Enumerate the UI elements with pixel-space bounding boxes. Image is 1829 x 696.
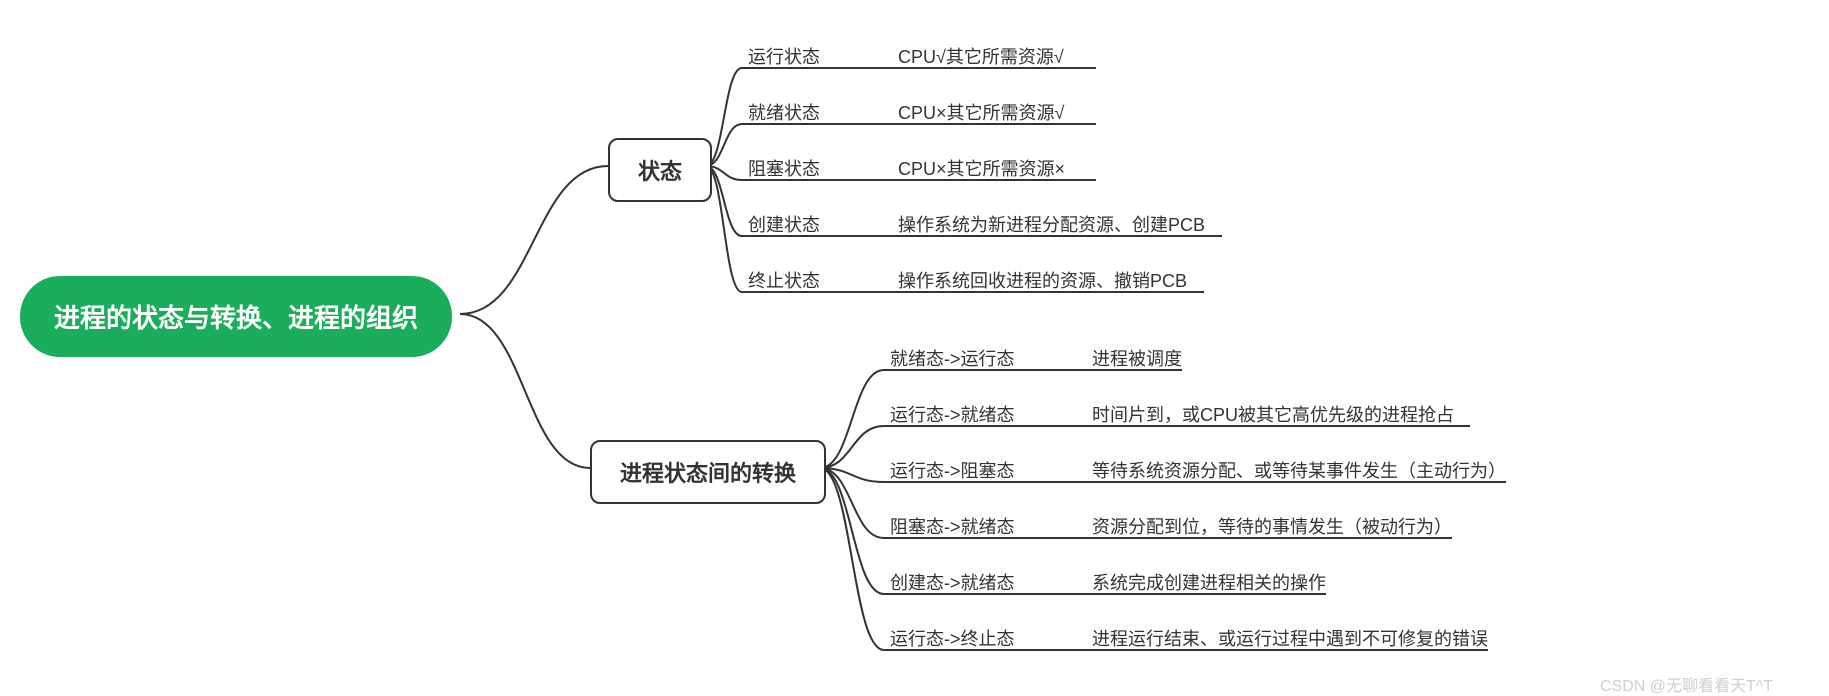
leaf-label: 运行态->终止态 <box>890 625 1015 651</box>
leaf-label: 创建态->就绪态 <box>890 569 1015 595</box>
watermark-text: CSDN @无聊看看天T^T <box>1600 678 1773 695</box>
leaf-detail: CPU×其它所需资源× <box>898 155 1065 181</box>
leaf-label: 阻塞状态 <box>748 155 820 181</box>
root-label: 进程的状态与转换、进程的组织 <box>54 303 418 333</box>
leaf-label: 终止状态 <box>748 267 820 293</box>
leaf-detail: 时间片到，或CPU被其它高优先级的进程抢占 <box>1092 401 1454 427</box>
leaf-detail: CPU√其它所需资源√ <box>898 43 1064 69</box>
leaf-label: 阻塞态->就绪态 <box>890 513 1015 539</box>
leaf-label: 运行状态 <box>748 43 820 69</box>
leaf-detail: 进程运行结束、或运行过程中遇到不可修复的错误 <box>1092 625 1488 651</box>
leaf-label: 运行态->就绪态 <box>890 401 1015 427</box>
leaf-detail: 操作系统为新进程分配资源、创建PCB <box>898 211 1205 237</box>
leaf-detail: 操作系统回收进程的资源、撤销PCB <box>898 267 1187 293</box>
leaf-detail: 等待系统资源分配、或等待某事件发生（主动行为） <box>1092 457 1506 483</box>
branch-node-b1: 状态 <box>608 138 712 202</box>
watermark: CSDN @无聊看看天T^T <box>1600 672 1773 696</box>
leaf-label: 就绪状态 <box>748 99 820 125</box>
branch-label: 状态 <box>638 159 682 184</box>
leaf-detail: 系统完成创建进程相关的操作 <box>1092 569 1326 595</box>
leaf-detail: 资源分配到位，等待的事情发生（被动行为） <box>1092 513 1452 539</box>
leaf-detail: 进程被调度 <box>1092 345 1182 371</box>
leaf-label: 就绪态->运行态 <box>890 345 1015 371</box>
leaf-detail: CPU×其它所需资源√ <box>898 99 1064 125</box>
branch-label: 进程状态间的转换 <box>620 461 796 486</box>
branch-node-b2: 进程状态间的转换 <box>590 440 826 504</box>
root-node: 进程的状态与转换、进程的组织 <box>20 276 452 357</box>
leaf-label: 运行态->阻塞态 <box>890 457 1015 483</box>
leaf-label: 创建状态 <box>748 211 820 237</box>
